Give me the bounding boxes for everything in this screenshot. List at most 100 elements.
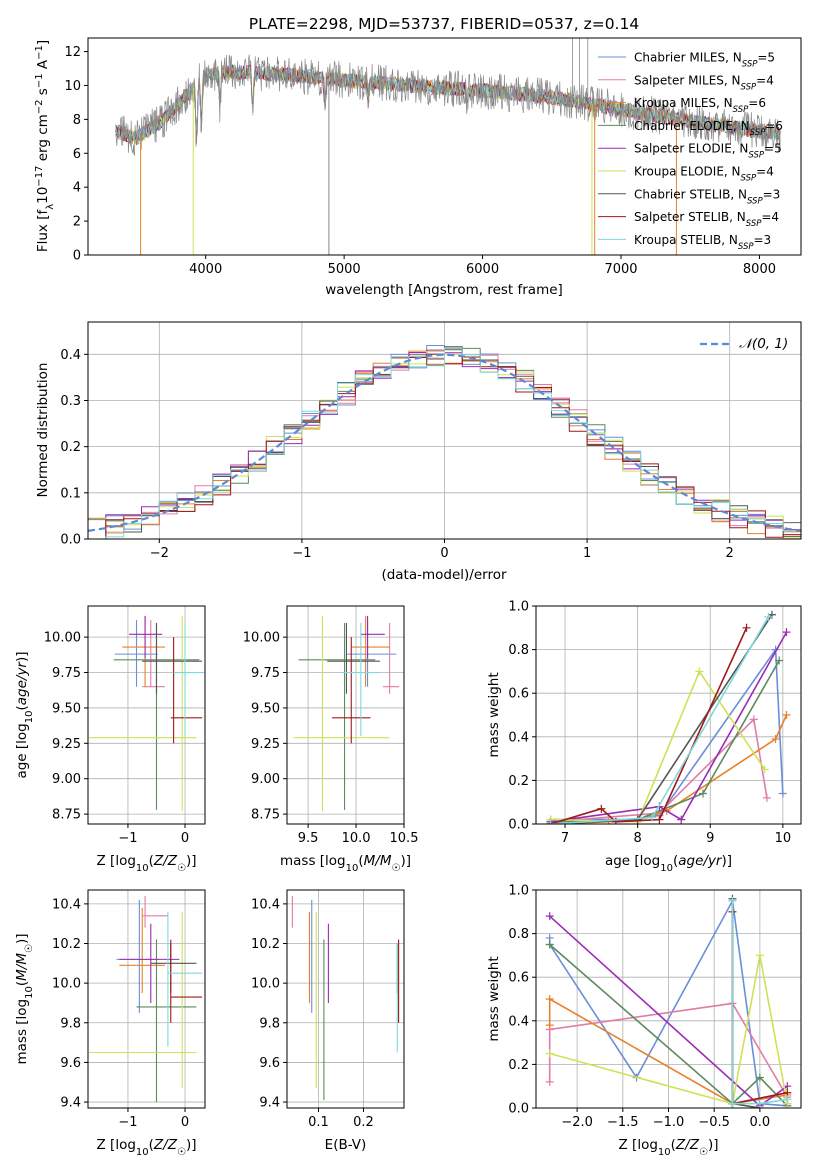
y-tick-label: 12 [64, 45, 81, 60]
residual-histogram [105, 347, 801, 539]
mass-weight-marker [698, 789, 707, 798]
x-tick-label: 9.5 [298, 831, 319, 846]
x-tick-label: −0.5 [698, 1115, 730, 1130]
legend-entry: Kroupa MILES, NSSP=6 [634, 96, 766, 115]
y-tick-label: 4 [73, 181, 81, 196]
mass-weight-marker [782, 711, 791, 719]
y-tick-label: 0.8 [508, 643, 529, 658]
y-tick-label: 8 [73, 113, 81, 128]
y-axis-label: Normed distribution [35, 363, 51, 498]
y-axis-label: Flux [fλ10−17 erg cm−2 s−1 A−1] [34, 40, 56, 252]
panel-age-vs-Z: −1 0 8.75 9.00 9.25 9.50 9.75 10.00 Z [log10(Z/Z… [14, 605, 206, 874]
legend-entry: Chabrier STELIB, NSSP=3 [634, 187, 780, 206]
mass-weight-marker [749, 715, 758, 724]
x-tick-label: −1 [292, 546, 311, 561]
y-tick-label: 0.0 [508, 1102, 529, 1117]
y-tick-label: 9.4 [259, 1096, 280, 1111]
mass-weight-marker [545, 940, 554, 949]
y-tick-label: 2 [73, 215, 81, 230]
x-tick-label: 10.5 [390, 831, 419, 846]
panel-spectrum: 4000 5000 6000 7000 8000 0 2 4 6 8 10 12 wavelength … [34, 37, 802, 298]
legend-entry: Salpeter ELODIE, NSSP=5 [634, 142, 782, 161]
mass-weight-marker [633, 815, 642, 824]
y-axis-label: mass weight [486, 672, 502, 757]
mass-weight-marker [778, 789, 787, 798]
mass-weight-marker [775, 656, 784, 665]
y-tick-label: 0.6 [508, 687, 529, 702]
x-tick-label: 10 [775, 831, 792, 846]
y-tick-label: 0.4 [508, 730, 529, 745]
y-tick-label: 10.00 [44, 631, 81, 646]
y-tick-label: 10.4 [251, 897, 280, 912]
mass-weight-marker [545, 1049, 554, 1058]
y-tick-label: 9.8 [60, 1016, 81, 1031]
y-tick-label: 9.50 [52, 701, 81, 716]
x-tick-label: 7000 [604, 262, 637, 277]
y-tick-label: 10.2 [251, 937, 280, 952]
plot-area-mass-weight-vs-age [546, 610, 791, 824]
y-tick-label: 9.6 [60, 1056, 81, 1071]
x-tick-label: 6000 [466, 262, 499, 277]
mass-weight-marker [597, 804, 606, 813]
figure-title: PLATE=2298, MJD=53737, FIBERID=0537, z=0… [249, 15, 639, 33]
x-axis-label: E(B-V) [325, 1137, 367, 1153]
y-tick-label: 0.1 [60, 486, 81, 501]
legend-entry: Chabrier MILES, NSSP=5 [634, 51, 775, 70]
x-axis-label: wavelength [Angstrom, rest frame] [325, 282, 563, 298]
y-tick-label: 10.0 [52, 977, 81, 992]
spectrum-model-line [115, 63, 781, 144]
y-tick-label: 1.0 [508, 884, 529, 899]
mass-weight-marker [695, 667, 704, 676]
x-tick-label: 9 [706, 831, 714, 846]
x-tick-label: 1 [583, 546, 591, 561]
mass-weight-marker [545, 995, 554, 1003]
x-tick-label: −1 [118, 831, 137, 846]
y-tick-label: 0.2 [60, 440, 81, 455]
legend-entry: Salpeter STELIB, NSSP=4 [634, 210, 779, 229]
y-tick-label: 9.8 [259, 1016, 280, 1031]
mass-weight-marker [755, 951, 764, 960]
y-tick-label: 8.75 [251, 808, 280, 823]
y-tick-label: 9.25 [251, 737, 280, 752]
mass-weight-line [550, 631, 788, 823]
axes-frame [535, 605, 802, 825]
x-axis-label: (data-model)/error [381, 567, 507, 583]
y-tick-label: 9.00 [52, 772, 81, 787]
y-tick-label: 9.4 [60, 1096, 81, 1111]
mass-weight-marker [742, 623, 751, 632]
x-tick-label: −1 [118, 1115, 137, 1130]
y-tick-label: 10.00 [243, 631, 280, 646]
x-tick-label: 5000 [328, 262, 361, 277]
legend-entry: Kroupa ELODIE, NSSP=4 [634, 165, 774, 184]
y-tick-label: 10 [64, 79, 81, 94]
plot-area-residuals [88, 345, 801, 539]
mass-weight-marker [545, 912, 554, 921]
y-tick-label: 0.2 [508, 1058, 529, 1073]
plot-area-mass-weight-vs-Z [545, 894, 792, 1108]
x-tick-label: −2.0 [561, 1115, 593, 1130]
mass-weight-line [550, 669, 766, 823]
x-tick-label: −1.5 [607, 1115, 639, 1130]
y-tick-label: 1.0 [508, 600, 529, 615]
x-tick-label: 8000 [743, 262, 776, 277]
panel-mass-vs-Z: −1 0 9.4 9.6 9.8 10.0 10.2 10.4 Z [log10(Z/Z☉)] m… [14, 889, 206, 1158]
mass-weight-line [549, 955, 789, 1105]
y-tick-label: 8.75 [52, 808, 81, 823]
y-tick-label: 0.4 [60, 348, 81, 363]
y-tick-label: 10.0 [251, 977, 280, 992]
mass-weight-marker [677, 815, 686, 824]
x-axis-label: age [log10(age/yr)] [605, 853, 732, 874]
x-tick-label: 7 [561, 831, 569, 846]
x-axis-label: Z [log10(Z/Z☉)] [97, 1137, 197, 1158]
mass-weight-line [548, 997, 788, 1105]
x-axis-label: Z [log10(Z/Z☉)] [619, 1137, 719, 1158]
y-tick-label: 6 [73, 147, 81, 162]
mass-weight-marker [545, 1021, 554, 1030]
y-tick-label: 0.3 [60, 394, 81, 409]
x-tick-label: 4000 [189, 262, 222, 277]
y-tick-label: 0.0 [60, 533, 81, 548]
axes-frame [286, 889, 405, 1109]
panel-age-vs-mass: 9.5 10.0 10.5 8.75 9.00 9.25 9.50 9.75 10.00 mass… [243, 605, 419, 874]
y-tick-label: 0.8 [508, 927, 529, 942]
x-tick-label: 0 [440, 546, 448, 561]
